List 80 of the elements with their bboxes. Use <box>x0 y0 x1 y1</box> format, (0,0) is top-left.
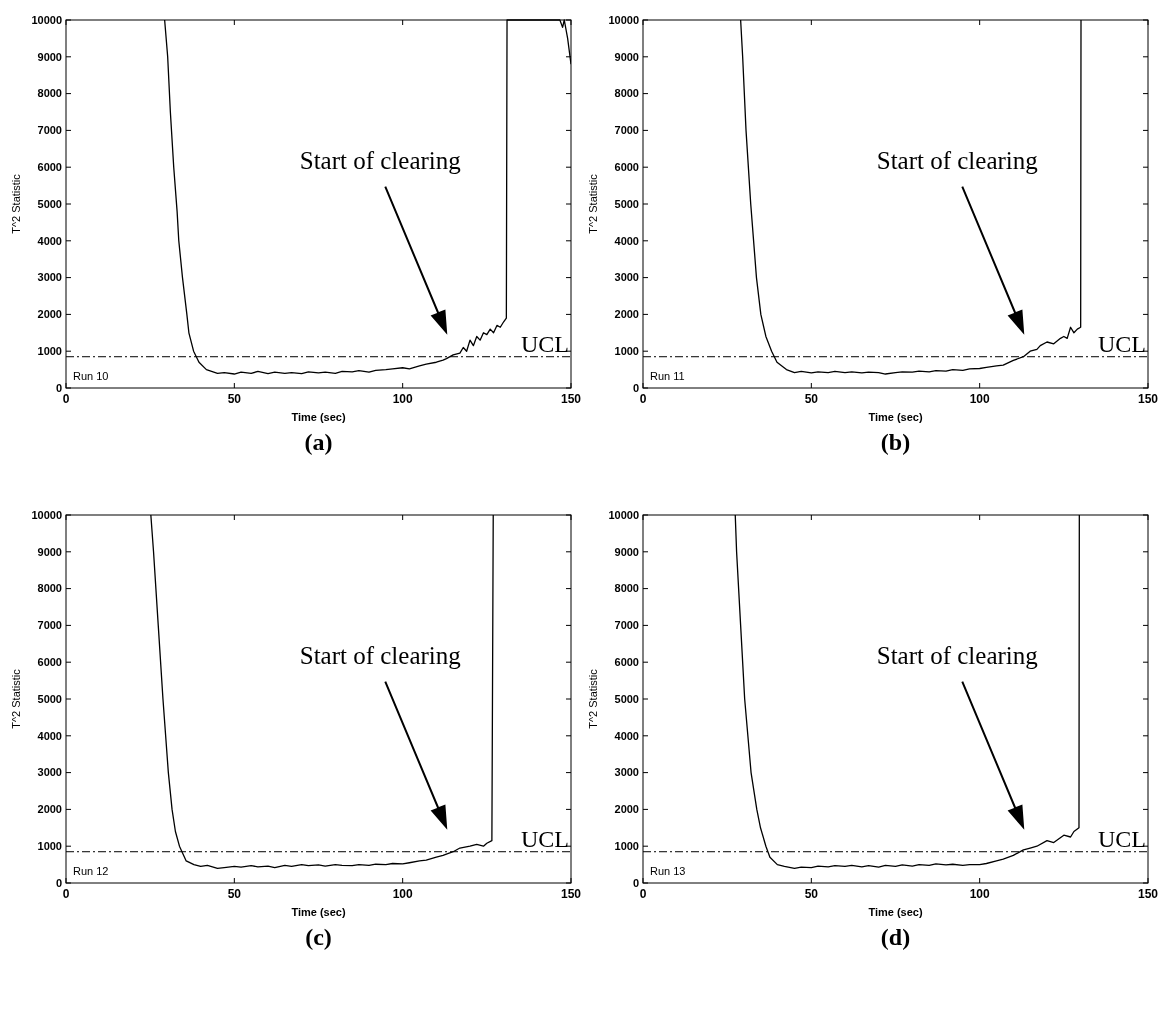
y-tick-label: 0 <box>632 876 639 889</box>
x-tick-label: 150 <box>560 887 582 901</box>
y-tick-label: 10000 <box>31 508 62 521</box>
y-tick-label: 4000 <box>37 234 62 247</box>
y-tick-label: 5000 <box>614 197 639 210</box>
y-tick-label: 9000 <box>37 545 62 558</box>
y-tick-label: 1000 <box>614 840 639 853</box>
annotation: Start of clearing <box>299 641 462 669</box>
annotation: Run 13 <box>650 865 686 877</box>
x-axis-title: Time (sec) <box>868 906 923 918</box>
annotation: Run 11 <box>650 370 685 382</box>
y-tick-label: 8000 <box>37 87 62 100</box>
y-axis-title: T^2 Statistic <box>587 173 599 234</box>
x-tick-label: 150 <box>1137 392 1159 406</box>
y-tick-label: 5000 <box>37 197 62 210</box>
y-tick-label: 4000 <box>37 729 62 742</box>
y-tick-label: 2000 <box>614 803 639 816</box>
y-axis-title: T^2 Statistic <box>10 668 22 729</box>
y-tick-label: 10000 <box>608 508 639 521</box>
y-tick-label: 6000 <box>614 161 639 174</box>
y-tick-label: 4000 <box>614 729 639 742</box>
ref-line-label: UCL <box>1098 330 1146 357</box>
y-tick-label: 6000 <box>37 656 62 669</box>
x-tick-label: 100 <box>392 887 413 901</box>
y-tick-label: 2000 <box>614 308 639 321</box>
y-axis-title: T^2 Statistic <box>10 173 22 234</box>
x-tick-label: 50 <box>227 887 242 901</box>
annotation: Start of clearing <box>876 641 1039 669</box>
y-tick-label: 9000 <box>614 545 639 558</box>
annotation: Start of clearing <box>876 146 1039 174</box>
annotation: Run 10 <box>73 370 109 382</box>
y-tick-label: 1000 <box>37 840 62 853</box>
y-tick-label: 3000 <box>37 766 62 779</box>
y-tick-label: 8000 <box>614 582 639 595</box>
y-tick-label: 1000 <box>614 345 639 358</box>
y-tick-label: 2000 <box>37 308 62 321</box>
y-tick-label: 5000 <box>614 692 639 705</box>
y-tick-label: 6000 <box>37 161 62 174</box>
x-tick-label: 100 <box>392 392 413 406</box>
y-tick-label: 0 <box>55 876 62 889</box>
x-tick-label: 50 <box>804 887 819 901</box>
y-tick-label: 1000 <box>37 345 62 358</box>
ref-line-label: UCL <box>521 825 569 852</box>
y-tick-label: 7000 <box>37 619 62 632</box>
x-tick-label: 150 <box>1137 887 1159 901</box>
y-tick-label: 4000 <box>614 234 639 247</box>
text: (c) <box>305 924 332 950</box>
y-tick-label: 0 <box>55 381 62 394</box>
y-tick-label: 7000 <box>614 124 639 137</box>
y-tick-label: 6000 <box>614 656 639 669</box>
y-tick-label: 7000 <box>614 619 639 632</box>
x-axis-title: Time (sec) <box>868 411 923 423</box>
text: (d) <box>880 924 911 950</box>
annotation: Start of clearing <box>299 146 462 174</box>
y-axis-title: T^2 Statistic <box>587 668 599 729</box>
x-tick-label: 100 <box>969 392 990 406</box>
x-tick-label: 150 <box>560 392 582 406</box>
y-tick-label: 3000 <box>614 766 639 779</box>
x-tick-label: 100 <box>969 887 990 901</box>
x-tick-label: 50 <box>227 392 242 406</box>
y-tick-label: 3000 <box>37 271 62 284</box>
ref-line-label: UCL <box>1098 825 1146 852</box>
y-tick-label: 2000 <box>37 803 62 816</box>
x-tick-label: 50 <box>804 392 819 406</box>
y-tick-label: 9000 <box>37 50 62 63</box>
ref-line-label: UCL <box>521 330 569 357</box>
y-tick-label: 7000 <box>37 124 62 137</box>
text: (a) <box>304 429 333 455</box>
y-tick-label: 8000 <box>37 582 62 595</box>
x-axis-title: Time (sec) <box>291 906 346 918</box>
y-tick-label: 5000 <box>37 692 62 705</box>
y-tick-label: 9000 <box>614 50 639 63</box>
y-tick-label: 10000 <box>31 13 62 26</box>
y-tick-label: 3000 <box>614 271 639 284</box>
x-axis-title: Time (sec) <box>291 411 346 423</box>
y-tick-label: 8000 <box>614 87 639 100</box>
y-tick-label: 0 <box>632 381 639 394</box>
text: (b) <box>880 429 911 455</box>
annotation: Run 12 <box>73 865 109 877</box>
y-tick-label: 10000 <box>608 13 639 26</box>
